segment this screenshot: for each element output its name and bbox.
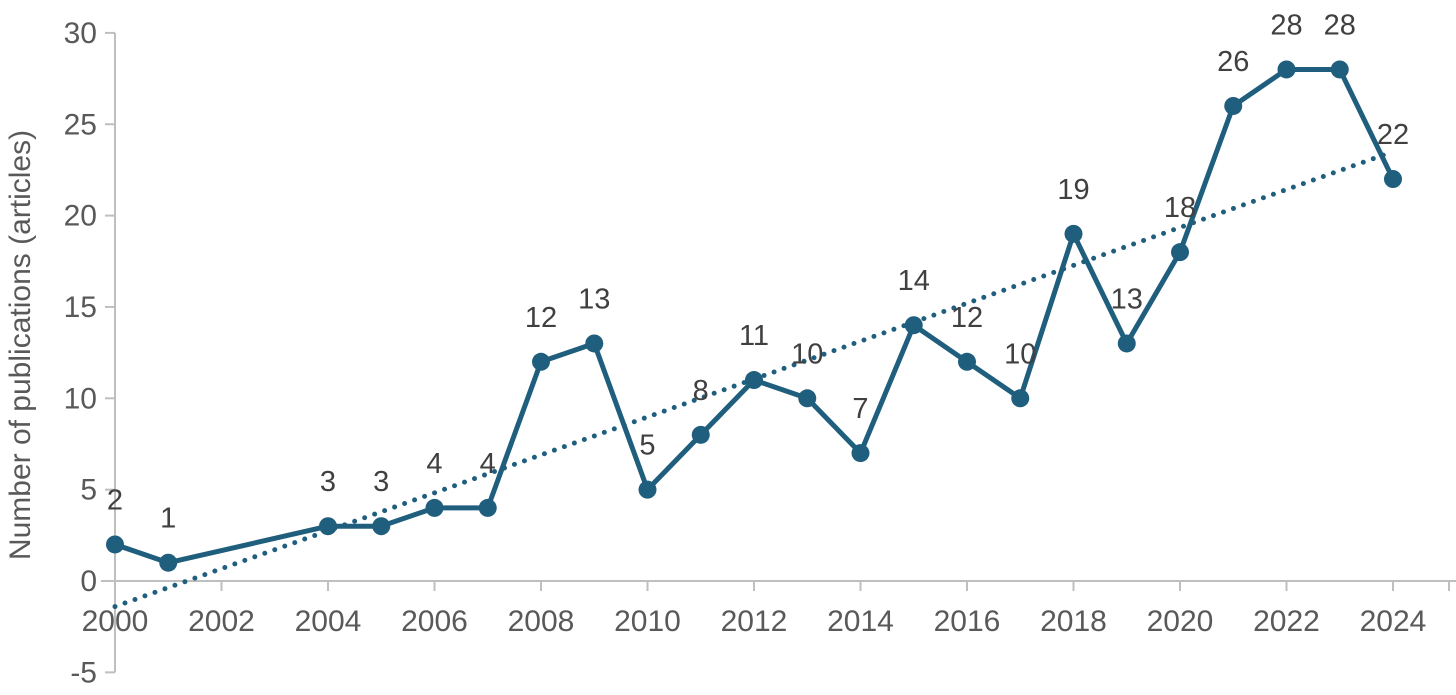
x-tick-label: 2022 [1253,605,1320,638]
y-tick-label: 20 [64,200,97,233]
data-label-2017: 10 [1004,338,1036,370]
data-label-2010: 5 [639,430,655,462]
data-point-2021 [1224,96,1243,115]
data-label-2001: 1 [160,503,176,535]
data-label-2013: 10 [791,338,823,370]
data-label-2019: 13 [1111,283,1143,315]
x-tick-label: 2002 [188,605,255,638]
data-point-2000 [106,535,124,554]
data-label-2008: 12 [525,302,557,334]
data-point-2011 [691,425,710,444]
x-tick-label: 2004 [295,605,362,638]
data-label-2012: 11 [739,320,769,352]
series-line [112,66,1396,566]
data-label-2011: 8 [693,375,709,407]
data-point-2005 [372,517,391,536]
x-tick-label: 2008 [508,605,575,638]
data-point-2014 [851,444,870,463]
data-label-2022: 28 [1270,9,1302,41]
data-label-2016: 12 [951,302,983,334]
x-tick-label: 2020 [1147,605,1214,638]
data-point-2019 [1117,334,1136,353]
data-point-2012 [745,371,763,390]
data-label-2020: 18 [1164,192,1196,224]
data-point-2010 [638,480,657,499]
y-axis-title: Number of publications (articles) [4,130,37,560]
data-point-2013 [798,389,817,408]
data-label-2000: 2 [107,484,123,516]
data-point-2017 [1011,389,1030,408]
data-point-2009 [585,334,604,353]
x-tick-label: 2014 [827,605,894,638]
data-label-2024: 22 [1377,119,1409,151]
x-tick-label: 2016 [934,605,1001,638]
data-label-2023: 28 [1324,9,1356,41]
data-label-2007: 4 [480,448,496,480]
data-point-2001 [159,553,178,572]
x-tick-label: 2024 [1360,605,1427,638]
y-tick-label: 15 [64,291,97,324]
y-tick-label: 5 [80,474,97,507]
data-point-2015 [904,316,923,335]
x-tick-label: 2006 [401,605,468,638]
data-label-2009: 13 [578,283,610,315]
data-label-2021: 26 [1217,46,1249,78]
x-tick-label: 2018 [1040,605,1107,638]
x-tick-label: 2012 [721,605,788,638]
data-point-2023 [1330,60,1349,79]
data-label-2004: 3 [320,466,336,498]
y-tick-label: 10 [64,382,97,415]
data-label-2005: 3 [373,466,389,498]
data-point-2020 [1171,243,1189,262]
data-point-2008 [532,352,550,371]
data-label-2018: 19 [1057,174,1089,206]
x-tick-label: 2000 [82,605,149,638]
y-tick-label: 30 [64,17,97,50]
data-point-2007 [478,498,497,517]
data-label-2006: 4 [426,448,442,480]
y-tick-label: -5 [70,656,97,689]
data-point-2024 [1384,170,1402,189]
data-point-2022 [1277,60,1296,79]
data-point-2006 [425,498,444,517]
data-label-2014: 7 [852,393,868,425]
data-label-2015: 14 [898,265,930,297]
y-tick-label: 0 [80,565,97,598]
data-point-2016 [958,352,976,371]
x-tick-label: 2010 [614,605,681,638]
data-point-2004 [319,517,337,536]
data-point-2018 [1064,224,1083,243]
y-tick-label: 25 [64,108,97,141]
